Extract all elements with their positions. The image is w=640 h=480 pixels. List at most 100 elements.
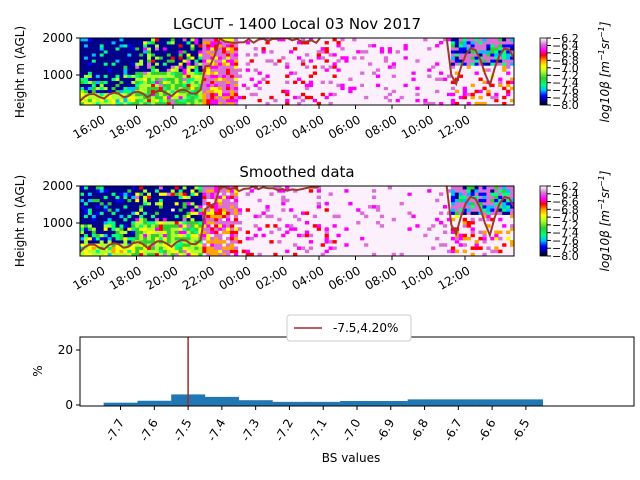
heatmap-cell — [442, 230, 448, 235]
heatmap-cell — [439, 192, 444, 196]
heatmap-cell — [170, 195, 175, 200]
heatmap-cell — [143, 186, 148, 190]
heatmap-cell — [482, 214, 487, 219]
heatmap-cell — [478, 201, 483, 206]
heatmap-cell — [222, 208, 227, 212]
heatmap-cell — [237, 227, 243, 231]
heatmap-cell — [233, 47, 239, 51]
heatmap-cell — [131, 68, 136, 72]
heatmap-cell — [218, 44, 223, 48]
heatmap-cell — [139, 214, 144, 219]
heatmap-cell — [206, 217, 211, 222]
heatmap-cell — [182, 211, 187, 215]
heatmap-cell — [462, 50, 467, 54]
heatmap-cell — [482, 41, 487, 45]
heatmap-cell — [253, 224, 258, 228]
heatmap-cell — [202, 92, 207, 97]
heatmap-cell — [458, 236, 464, 241]
heatmap-cell — [139, 195, 144, 200]
heatmap-cell — [91, 249, 97, 254]
heatmap-cell — [131, 56, 136, 60]
heatmap-cell — [170, 221, 175, 225]
heatmap-cell — [202, 186, 207, 190]
heatmap-cell — [170, 53, 175, 57]
heatmap-cell — [225, 236, 231, 241]
heatmap-cell — [490, 208, 495, 212]
heatmap-cell — [233, 249, 239, 254]
heatmap-cell — [147, 38, 152, 42]
heatmap-cell — [186, 243, 191, 247]
heatmap-cell — [285, 92, 290, 97]
heatmap-cell — [151, 236, 156, 241]
heatmap-cell — [95, 50, 101, 54]
heatmap-cell — [147, 249, 152, 254]
heatmap-cell — [344, 243, 349, 247]
heatmap-cell — [198, 101, 203, 105]
heatmap-cell — [257, 86, 262, 91]
heatmap-cell — [225, 77, 231, 81]
heatmap-cell — [490, 41, 495, 45]
heatmap-cell — [158, 95, 164, 100]
heatmap-cell — [131, 89, 136, 94]
heatmap-cell — [123, 56, 128, 60]
heatmap-cell — [198, 246, 203, 250]
heatmap-cell — [154, 38, 160, 42]
heatmap-cell — [178, 211, 183, 215]
heatmap-cell — [218, 227, 223, 231]
heatmap-cell — [490, 38, 495, 42]
heatmap-cell — [506, 44, 511, 48]
heatmap-cell — [115, 224, 120, 228]
heatmap-cell — [182, 95, 187, 100]
heatmap-cell — [308, 246, 314, 250]
heatmap-cell — [95, 186, 101, 190]
heatmap-cell — [265, 214, 270, 219]
heatmap-cell — [206, 208, 211, 212]
heatmap-cell — [131, 41, 136, 45]
heatmap-cell — [107, 192, 112, 196]
heatmap-cell — [229, 47, 235, 51]
heatmap-cell — [135, 198, 140, 203]
heatmap-cell — [143, 83, 148, 88]
heatmap-cell — [510, 227, 514, 231]
heatmap-cell — [249, 92, 254, 97]
heatmap-cell — [387, 65, 392, 69]
heatmap-cell — [210, 83, 215, 88]
heatmap-cell — [166, 74, 172, 78]
heatmap-cell — [253, 83, 258, 88]
heatmap-cell — [107, 77, 112, 81]
heatmap-cell — [245, 53, 250, 57]
heatmap-cell — [127, 59, 132, 63]
heatmap-cell — [99, 74, 104, 78]
heatmap-cell — [107, 56, 112, 60]
heatmap-cell — [147, 221, 152, 225]
heatmap-cell — [202, 77, 207, 81]
heatmap-cell — [111, 211, 116, 215]
heatmap-cell — [233, 221, 239, 225]
heatmap-cell — [115, 80, 120, 84]
heatmap-cell — [502, 243, 507, 247]
heatmap-cell — [95, 230, 101, 235]
heatmap-cell — [131, 243, 136, 247]
heatmap-cell — [494, 249, 499, 254]
heatmap-cell — [135, 195, 140, 200]
heatmap-cell — [225, 205, 231, 209]
heatmap-cell — [162, 227, 168, 231]
heatmap-cell — [490, 59, 495, 63]
heatmap-cell — [486, 208, 491, 212]
heatmap-cell — [143, 56, 148, 60]
heatmap-cell — [233, 101, 239, 105]
heatmap-cell — [478, 246, 483, 250]
heatmap-cell — [194, 208, 199, 212]
heatmap-cell — [502, 59, 507, 63]
heatmap-cell — [486, 41, 491, 45]
heatmap-cell — [237, 221, 243, 225]
heatmap-cell — [490, 56, 495, 60]
heatmap-cell — [482, 240, 487, 244]
heatmap-cell — [285, 224, 290, 228]
heatmap-cell — [281, 89, 286, 94]
heatmap-cell — [229, 53, 235, 57]
heatmap-cell — [482, 47, 487, 51]
heatmap-cell — [462, 86, 467, 91]
heatmap-cell — [154, 71, 160, 75]
heatmap-cell — [364, 95, 369, 100]
